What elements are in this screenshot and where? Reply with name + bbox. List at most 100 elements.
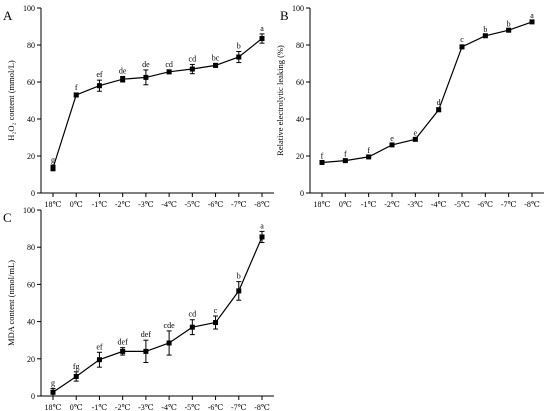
significance-letter: f [367,146,370,155]
panel-label: C [3,210,12,225]
x-tick-label: 18℃ [314,200,331,209]
x-tick-label: -3℃ [138,403,154,411]
y-tick-label: 100 [292,4,304,13]
x-tick-label: -6℃ [208,403,224,411]
data-point [366,154,372,160]
significance-letter: a [260,24,264,33]
data-point [166,340,172,346]
significance-letter: f [344,150,347,159]
significance-letter: b [237,272,241,281]
x-tick-label: -7℃ [231,200,247,209]
y-tick-label: 20 [296,152,304,161]
significance-letter: cd [189,310,197,319]
y-tick-label: 20 [27,355,35,364]
significance-letter: ef [96,342,103,351]
significance-letter: de [142,60,150,69]
x-tick-label: -3℃ [138,200,154,209]
x-tick-label: -1℃ [361,200,377,209]
x-tick-label: -3℃ [408,200,424,209]
x-tick-label: 0℃ [70,200,83,209]
data-point [482,33,488,39]
significance-letter: cde [164,321,176,330]
x-tick-label: -6℃ [208,200,224,209]
x-tick-label: 0℃ [339,200,352,209]
significance-letter: def [118,338,129,347]
significance-letter: ef [96,70,103,79]
series-line [52,236,263,393]
panel-label: A [3,8,13,23]
series-line [321,21,533,164]
x-tick-label: -2℃ [384,200,400,209]
y-axis-title: MDA content (nmol/mL) [6,260,16,346]
significance-letter: a [530,11,534,20]
significance-letter: b [237,41,241,50]
x-tick-label: -8℃ [254,403,270,411]
data-point [236,288,242,294]
data-point [189,66,195,72]
y-tick-label: 80 [296,41,304,50]
y-tick-label: 40 [296,115,304,124]
data-point [389,142,395,148]
data-point [143,348,149,354]
significance-letter: a [260,221,264,230]
data-point [529,19,535,25]
x-tick-label: 18℃ [45,200,62,209]
x-tick-label: -4℃ [161,403,177,411]
x-tick-label: -5℃ [185,403,201,411]
x-tick-label: -7℃ [231,403,247,411]
x-tick-label: 0℃ [70,403,83,411]
y-axis-title: H₂O₂ content (mmol/L) [6,60,16,141]
data-point [459,44,465,50]
x-tick-label: -4℃ [431,200,447,209]
x-tick-label: -5℃ [185,200,201,209]
y-tick-label: 100 [23,4,35,13]
significance-letter: b [507,19,511,28]
panel-label: B [280,8,289,23]
data-point [120,348,126,354]
data-point [342,158,348,164]
y-tick-label: 60 [27,78,35,87]
y-tick-label: 0 [31,392,35,401]
data-point [50,389,56,395]
x-tick-label: -2℃ [115,403,131,411]
y-tick-label: 100 [23,206,35,215]
data-point [73,373,79,379]
data-point [96,357,102,363]
data-point [50,165,56,171]
x-tick-label: -2℃ [115,200,131,209]
x-tick-label: -5℃ [454,200,470,209]
panel-a: A 0 20 40 60 80 100 18℃ 0℃ -1℃ -2℃ -3℃ -4℃ -5℃ -6℃ -7℃ -… [3,4,274,209]
data-point [143,74,149,80]
data-point [213,320,219,326]
data-point [319,159,325,165]
y-tick-label: 0 [31,189,35,198]
y-tick-label: 40 [27,318,35,327]
y-tick-label: 80 [27,243,35,252]
x-tick-label: -7℃ [501,200,517,209]
panel-c: C 0 20 40 60 80 100 18℃ 0℃ -1℃ -2℃ -3℃ -4℃ -5℃ -6℃ -7℃ -… [3,206,274,411]
data-point [73,92,79,98]
panel-b: B 0 20 40 60 80 100 18℃ 0℃ -1℃ -2℃ -3℃ -4℃ -5℃ -6℃ -7℃ -… [275,4,544,209]
significance-letter: g [51,155,55,164]
y-tick-label: 0 [300,189,304,198]
y-tick-label: 80 [27,41,35,50]
data-point [213,62,219,68]
data-point [120,76,126,82]
x-tick-label: -4℃ [161,200,177,209]
significance-letter: g [51,379,55,388]
significance-letter: fg [73,362,80,371]
y-tick-label: 60 [296,78,304,87]
x-tick-label: -1℃ [92,403,108,411]
data-point [436,107,442,113]
data-point [236,54,242,60]
data-point [412,136,418,142]
x-tick-label: -6℃ [478,200,494,209]
y-axis-title: Relative electrolytic leaking (%) [275,45,285,156]
significance-letter: e [414,128,418,137]
significance-letter: e [390,134,394,143]
x-tick-label: 18℃ [45,403,62,411]
data-point [506,27,512,33]
significance-letter: de [119,66,127,75]
